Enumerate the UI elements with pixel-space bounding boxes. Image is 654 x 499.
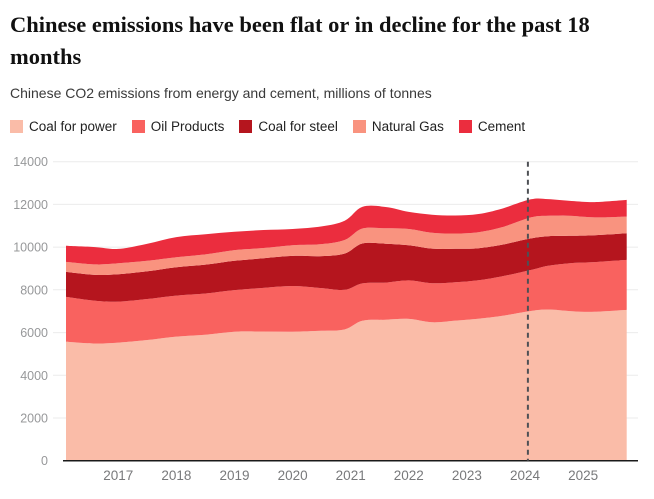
legend-swatch bbox=[458, 120, 472, 133]
area-natural-gas bbox=[66, 215, 627, 276]
y-axis-label: 14000 bbox=[13, 155, 48, 169]
y-axis-label: 0 bbox=[41, 454, 48, 468]
x-axis-label: 2022 bbox=[394, 468, 424, 483]
legend-item-natural-gas: Natural Gas bbox=[352, 119, 444, 134]
legend-label: Coal for power bbox=[29, 119, 117, 134]
x-axis-label: 2025 bbox=[568, 468, 598, 483]
x-axis-label: 2021 bbox=[336, 468, 366, 483]
legend-label: Oil Products bbox=[150, 119, 225, 134]
legend-item-coal-for-steel: Coal for steel bbox=[239, 119, 338, 134]
x-axis-label: 2017 bbox=[103, 468, 133, 483]
chart-subtitle: Chinese CO2 emissions from energy and ce… bbox=[10, 85, 432, 101]
y-axis-label: 10000 bbox=[13, 241, 48, 255]
legend-label: Natural Gas bbox=[371, 119, 444, 134]
legend-label: Cement bbox=[477, 119, 526, 134]
x-axis-label: 2020 bbox=[278, 468, 308, 483]
y-axis-label: 8000 bbox=[20, 283, 48, 297]
y-axis-label: 12000 bbox=[13, 198, 48, 212]
legend: Coal for power Oil Products Coal for steel… bbox=[10, 119, 540, 134]
x-axis-label: 2023 bbox=[452, 468, 482, 483]
x-axis-label: 2024 bbox=[510, 468, 541, 483]
area-oil-products bbox=[66, 259, 627, 344]
y-axis-label: 2000 bbox=[20, 412, 48, 426]
legend-label: Coal for steel bbox=[258, 119, 338, 134]
y-axis-label: 4000 bbox=[20, 369, 48, 383]
legend-item-coal-for-power: Coal for power bbox=[10, 119, 117, 134]
area-coal-for-steel bbox=[66, 233, 627, 302]
legend-item-cement: Cement bbox=[458, 119, 526, 134]
y-axis-label: 6000 bbox=[20, 326, 48, 340]
x-axis-label: 2019 bbox=[219, 468, 249, 483]
x-axis-label: 2018 bbox=[161, 468, 191, 483]
area-coal-for-power bbox=[66, 309, 627, 461]
legend-swatch bbox=[352, 120, 366, 133]
legend-swatch bbox=[10, 120, 23, 133]
legend-swatch bbox=[131, 120, 145, 133]
legend-item-oil-products: Oil Products bbox=[131, 119, 225, 134]
chart-title: Chinese emissions have been flat or in d… bbox=[10, 12, 590, 69]
legend-swatch bbox=[239, 120, 253, 133]
area-cement bbox=[66, 198, 627, 265]
